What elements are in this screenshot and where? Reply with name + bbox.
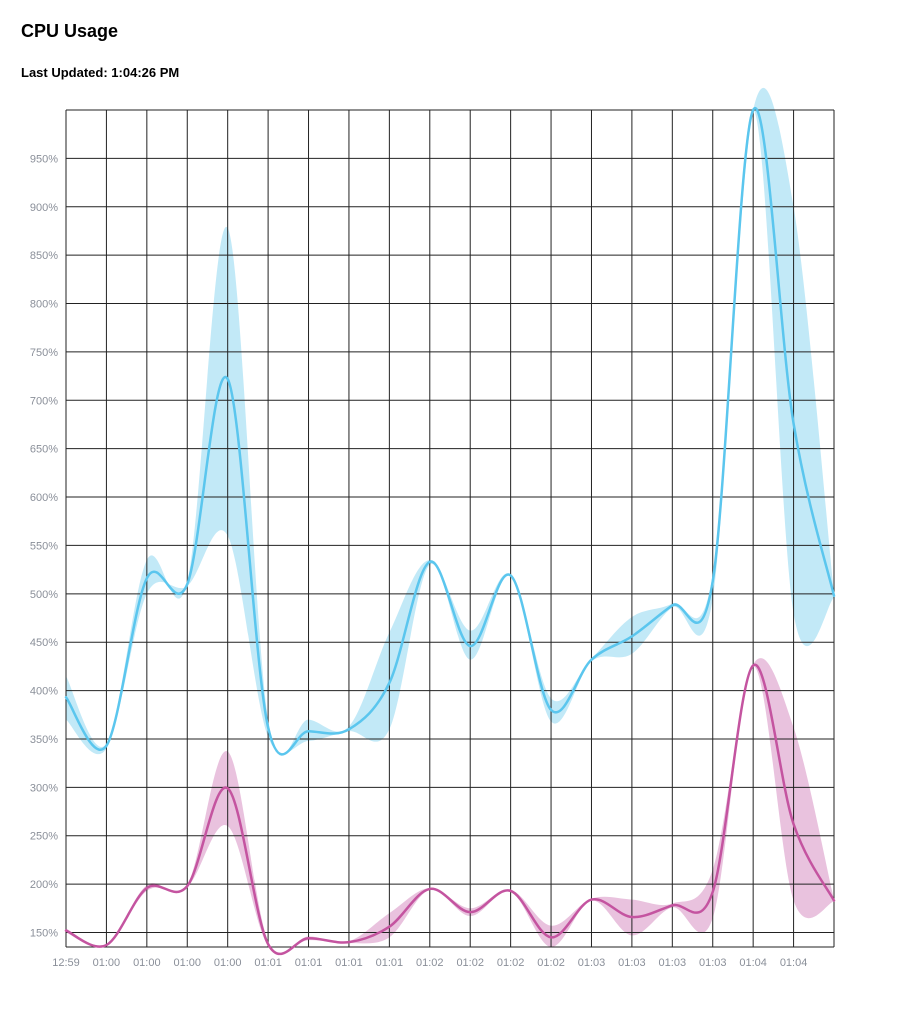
y-tick-label: 150% — [30, 927, 58, 939]
y-tick-label: 850% — [30, 250, 58, 262]
y-tick-label: 750% — [30, 347, 58, 359]
line-layer — [64, 106, 836, 956]
last-updated-time: 1:04:26 PM — [111, 65, 180, 80]
series-0-band — [66, 87, 834, 756]
grid-layer — [65, 109, 835, 948]
x-tick-label: 01:01 — [376, 957, 404, 969]
y-tick-label: 650% — [30, 444, 58, 456]
x-axis: 12:59 01:00 01:00 01:00 01:00 01:01 01:01 01:01… — [52, 957, 807, 969]
y-tick-label: 700% — [30, 395, 58, 407]
y-tick-label: 450% — [30, 637, 58, 649]
last-updated: Last Updated: 1:04:26 PM — [21, 65, 179, 80]
x-tick-label: 01:01 — [335, 957, 363, 969]
x-tick-label: 01:01 — [295, 957, 323, 969]
y-tick-label: 900% — [30, 202, 58, 214]
series-1-line — [64, 663, 836, 956]
y-tick-label: 550% — [30, 540, 58, 552]
x-tick-label: 01:00 — [133, 957, 161, 969]
x-tick-label: 01:04 — [739, 957, 767, 969]
x-tick-label: 01:03 — [578, 957, 606, 969]
y-tick-label: 250% — [30, 831, 58, 843]
y-tick-label: 300% — [30, 782, 58, 794]
series-0-line — [64, 106, 836, 756]
x-tick-label: 12:59 — [52, 957, 80, 969]
x-tick-label: 01:03 — [699, 957, 727, 969]
last-updated-label: Last Updated: — [21, 65, 108, 80]
x-tick-label: 01:01 — [254, 957, 282, 969]
y-axis: 150% 200% 250% 300% 350% 400% 450% 500% 550% 600%… — [30, 153, 58, 939]
x-tick-label: 01:02 — [537, 957, 565, 969]
y-tick-label: 800% — [30, 299, 58, 311]
x-tick-label: 01:00 — [214, 957, 242, 969]
y-tick-label: 400% — [30, 686, 58, 698]
y-tick-label: 200% — [30, 879, 58, 891]
x-tick-label: 01:04 — [780, 957, 808, 969]
y-tick-label: 350% — [30, 734, 58, 746]
x-tick-label: 01:02 — [416, 957, 444, 969]
band-layer — [66, 87, 834, 954]
x-tick-label: 01:00 — [173, 957, 201, 969]
x-tick-label: 01:02 — [497, 957, 525, 969]
series-1-band — [66, 658, 834, 954]
x-tick-label: 01:00 — [93, 957, 121, 969]
page-title: CPU Usage — [21, 21, 119, 41]
x-tick-label: 01:03 — [659, 957, 687, 969]
y-tick-label: 600% — [30, 492, 58, 504]
y-tick-label: 500% — [30, 589, 58, 601]
y-tick-label: 950% — [30, 153, 58, 165]
x-tick-label: 01:02 — [456, 957, 484, 969]
x-tick-label: 01:03 — [618, 957, 646, 969]
